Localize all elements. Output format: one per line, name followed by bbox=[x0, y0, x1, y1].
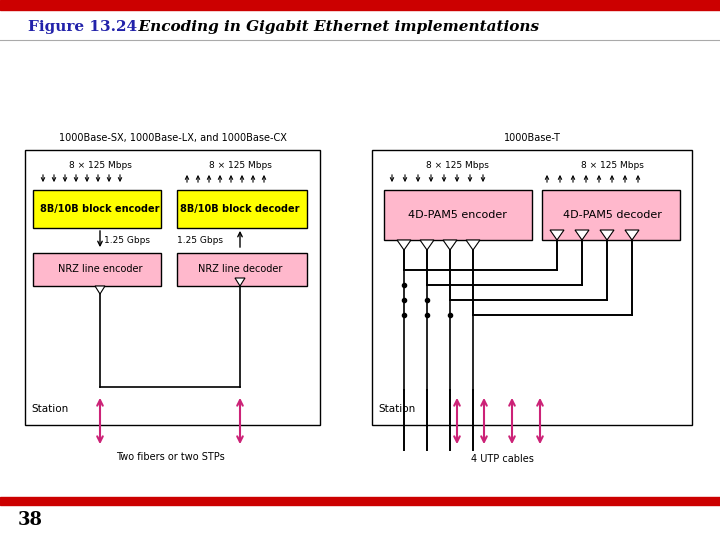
Text: 8 × 125 Mbps: 8 × 125 Mbps bbox=[580, 160, 644, 170]
Text: 1000Base-SX, 1000Base-LX, and 1000Base-CX: 1000Base-SX, 1000Base-LX, and 1000Base-C… bbox=[58, 133, 287, 143]
Bar bbox=[372, 150, 692, 425]
Bar bbox=[25, 150, 320, 425]
Text: 4D-PAM5 decoder: 4D-PAM5 decoder bbox=[562, 210, 662, 220]
Text: Two fibers or two STPs: Two fibers or two STPs bbox=[116, 452, 225, 462]
Polygon shape bbox=[625, 230, 639, 240]
Bar bbox=[542, 190, 680, 240]
Bar bbox=[177, 190, 307, 228]
Text: 1.25 Gbps: 1.25 Gbps bbox=[104, 236, 150, 245]
Polygon shape bbox=[443, 240, 457, 250]
Polygon shape bbox=[575, 230, 589, 240]
Polygon shape bbox=[420, 240, 434, 250]
Text: 1000Base-T: 1000Base-T bbox=[503, 133, 560, 143]
Text: 1.25 Gbps: 1.25 Gbps bbox=[177, 236, 223, 245]
Text: Figure 13.24: Figure 13.24 bbox=[28, 20, 137, 34]
Bar bbox=[0, 497, 720, 505]
Bar bbox=[33, 253, 161, 286]
Text: Station: Station bbox=[378, 404, 415, 414]
Bar bbox=[33, 190, 161, 228]
Polygon shape bbox=[397, 240, 411, 250]
Text: 8 × 125 Mbps: 8 × 125 Mbps bbox=[209, 160, 271, 170]
Text: 8B/10B block encoder: 8B/10B block encoder bbox=[40, 204, 160, 214]
Text: 8 × 125 Mbps: 8 × 125 Mbps bbox=[68, 160, 132, 170]
Polygon shape bbox=[600, 230, 614, 240]
Polygon shape bbox=[466, 240, 480, 250]
Text: Station: Station bbox=[31, 404, 68, 414]
Bar bbox=[0, 0, 720, 10]
Polygon shape bbox=[550, 230, 564, 240]
Text: Encoding in Gigabit Ethernet implementations: Encoding in Gigabit Ethernet implementat… bbox=[128, 20, 539, 34]
Text: NRZ line encoder: NRZ line encoder bbox=[58, 265, 143, 274]
Polygon shape bbox=[235, 278, 245, 286]
Text: 4 UTP cables: 4 UTP cables bbox=[471, 454, 534, 464]
Bar bbox=[177, 253, 307, 286]
Text: 8B/10B block decoder: 8B/10B block decoder bbox=[180, 204, 300, 214]
Text: NRZ line decoder: NRZ line decoder bbox=[198, 265, 282, 274]
Text: 4D-PAM5 encoder: 4D-PAM5 encoder bbox=[408, 210, 506, 220]
Text: 38: 38 bbox=[18, 511, 43, 529]
Polygon shape bbox=[95, 286, 105, 294]
Bar bbox=[384, 190, 532, 240]
Text: 8 × 125 Mbps: 8 × 125 Mbps bbox=[426, 160, 488, 170]
